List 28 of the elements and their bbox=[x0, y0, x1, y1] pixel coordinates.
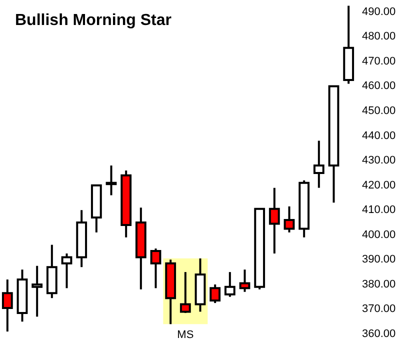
candlestick bbox=[239, 268, 250, 293]
y-tick-label: 370.00 bbox=[362, 303, 396, 316]
y-tick-label: 380.00 bbox=[362, 278, 396, 290]
candlestick bbox=[210, 283, 221, 304]
y-tick-label: 420.00 bbox=[362, 179, 396, 192]
candlestick bbox=[180, 271, 191, 314]
candlestick bbox=[284, 205, 295, 234]
candlestick bbox=[32, 264, 43, 318]
candlestick bbox=[2, 278, 13, 333]
candlestick bbox=[224, 271, 236, 298]
y-tick-label: 450.00 bbox=[362, 105, 396, 118]
y-tick-label: 480.00 bbox=[362, 30, 396, 43]
y-tick-label: 430.00 bbox=[362, 154, 396, 167]
candlestick bbox=[313, 140, 324, 189]
y-tick-label: 390.00 bbox=[362, 254, 396, 266]
y-tick-label: 360.00 bbox=[362, 328, 396, 340]
candlestick bbox=[61, 252, 72, 290]
y-tick-label: 440.00 bbox=[362, 130, 396, 142]
candlestick bbox=[268, 186, 280, 254]
candlestick bbox=[150, 248, 162, 290]
y-tick-label: 460.00 bbox=[362, 80, 396, 92]
text: Bullish Morning Star bbox=[15, 12, 172, 29]
y-tick-label: 400.00 bbox=[362, 228, 396, 241]
y-tick-label: 410.00 bbox=[362, 204, 396, 216]
annotation: MS bbox=[177, 329, 194, 341]
y-tick-label: 470.00 bbox=[362, 55, 396, 68]
y-tick-label: 490.00 bbox=[362, 6, 396, 18]
candlestick bbox=[106, 164, 117, 196]
